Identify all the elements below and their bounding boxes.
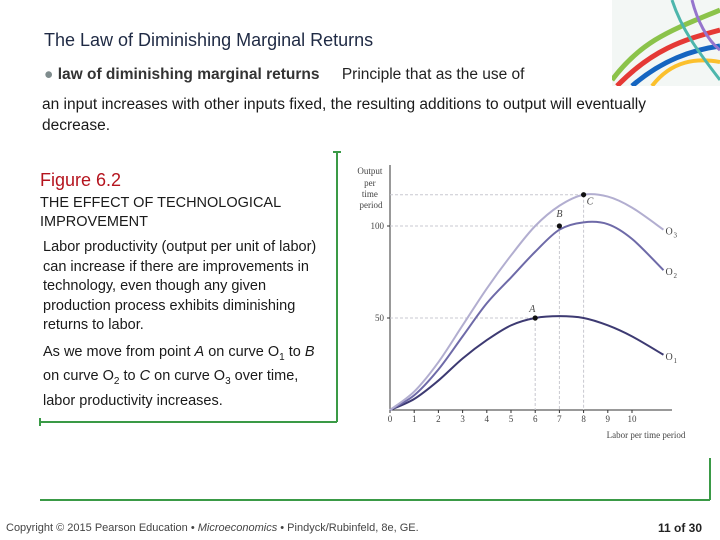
caption-sub: 3 [225,376,231,388]
x-tick-label: 6 [533,414,538,424]
curve-label-o2: O [665,267,672,278]
decorative-swirl-image [612,0,720,86]
bullet-marker: ● [44,66,54,83]
curve-o1 [389,315,664,411]
footer-copyright: Copyright © 2015 Pearson Education • Mic… [6,522,419,534]
bullet-definition-start: Principle that as the use of [341,66,525,83]
y-axis-label-line: per [364,178,376,188]
curve-o3 [389,193,665,411]
x-tick-label: 3 [460,414,465,424]
caption-point-b: B [304,344,315,360]
bullet-term: law of diminishing marginal returns [57,66,320,83]
caption-text: As we move from point [43,344,195,360]
x-tick-label: 4 [485,414,490,424]
caption-text: on curve O [204,344,280,360]
caption-text: over time, labor productivity increases. [43,368,299,409]
caption-text: on curve O [43,368,114,385]
caption-sub: 2 [113,376,120,388]
y-axis-label-line: Output [357,166,383,176]
footer-book-title: Microeconomics [197,522,278,534]
point-b [556,223,563,229]
curve-label-o3: O [665,227,672,238]
curve-label-o1: O [665,352,672,363]
bullet-definition-continued: an input increases with other inputs fix… [42,96,646,134]
x-tick-label: 0 [388,414,393,424]
y-axis-label-line: time [362,189,378,199]
point-c [581,192,587,198]
x-axis-label: Labor per time period [607,430,686,440]
page-number: 11 of 30 [658,521,703,535]
x-tick-label: 10 [628,414,638,424]
curve-label-sub-o2: 2 [673,272,677,280]
y-axis-label: Output per time period [357,166,384,210]
point-label-a: A [528,304,536,315]
x-tick-label: 8 [581,414,586,424]
x-tick-label: 7 [557,414,562,424]
slide-title: The Law of Diminishing Marginal Returns [44,30,374,50]
footer-text: Copyright © 2015 Pearson Education • [6,522,198,534]
y-tick-label: 100 [371,221,385,231]
figure-number: Figure 6.2 [40,170,122,190]
caption-text: to [284,344,305,360]
x-tick-label: 5 [509,414,514,424]
figure-title: THE EFFECT OF TECHNOLOGICAL IMPROVEMENT [40,195,281,230]
definition-bullet: ● law of diminishing marginal returns Pr… [44,66,524,84]
point-a [532,315,538,321]
caption-point-c: C [139,368,151,385]
caption-text: to [119,368,140,385]
x-tick-label: 1 [412,414,417,424]
caption-sub: 1 [279,351,285,363]
x-tick-label: 2 [436,414,441,424]
caption-point-a: A [194,344,205,360]
curve-label-sub-o3: 3 [673,232,677,240]
footer-text: • Pindyck/Rubinfeld, 8e, GE. [277,522,419,534]
y-tick-label: 50 [375,313,385,323]
curve-label-sub-o1: 1 [673,357,677,365]
caption-text: on curve O [150,368,226,385]
figure-caption-1: Labor productivity (output per unit of l… [43,239,317,333]
figure-caption-2: As we move from point A on curve O1 to B… [43,343,333,411]
curve-o2 [389,220,665,411]
x-tick-label: 9 [606,414,611,424]
point-label-c: C [587,197,594,208]
point-label-b: B [556,209,562,220]
y-axis-label-line: period [360,200,383,210]
